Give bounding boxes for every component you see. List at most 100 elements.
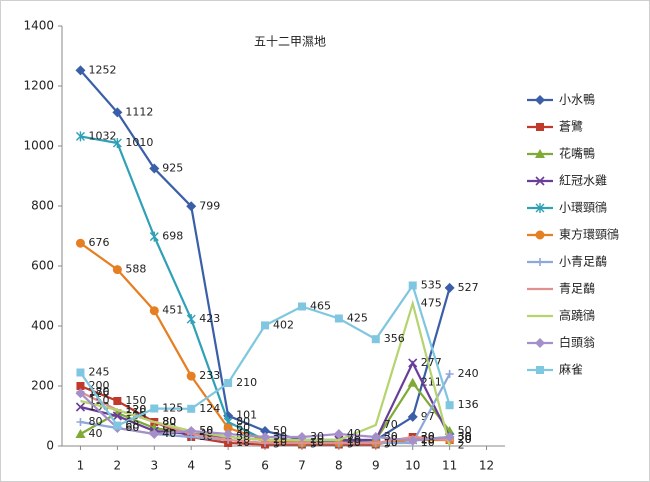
- marker: [408, 358, 418, 368]
- legend-label: 小青足鷸: [559, 255, 607, 269]
- marker: [535, 338, 545, 348]
- legend-label: 高蹺鴴: [559, 308, 595, 323]
- legend-label: 紅冠水雞: [559, 174, 607, 188]
- y-tick-label: 400: [31, 319, 54, 333]
- marker: [186, 426, 197, 436]
- marker: [76, 368, 85, 377]
- marker: [536, 258, 544, 266]
- x-tick-label: 8: [335, 459, 343, 473]
- data-label: 101: [236, 409, 257, 422]
- x-tick-label: 10: [405, 459, 420, 473]
- marker: [536, 366, 544, 374]
- data-label: 465: [310, 300, 331, 313]
- data-label: 30: [273, 430, 287, 443]
- x-tick-label: 5: [224, 459, 232, 473]
- marker: [296, 432, 307, 442]
- marker: [445, 401, 454, 410]
- marker: [186, 201, 197, 212]
- marker: [75, 402, 86, 412]
- data-label: 40: [162, 427, 176, 440]
- marker: [149, 231, 159, 242]
- marker: [76, 382, 85, 390]
- marker: [333, 429, 344, 439]
- x-tick-label: 1: [77, 459, 85, 473]
- data-label: 180: [88, 385, 109, 398]
- data-label: 30: [384, 430, 398, 443]
- data-label: 80: [236, 415, 250, 428]
- marker: [535, 95, 545, 105]
- marker: [370, 432, 381, 442]
- data-label: 210: [236, 376, 257, 389]
- marker: [75, 65, 86, 76]
- data-label: 20: [458, 433, 472, 446]
- marker: [223, 423, 233, 433]
- x-tick-label: 12: [479, 459, 494, 473]
- marker: [76, 418, 85, 426]
- marker: [445, 370, 454, 378]
- y-tick-label: 600: [31, 259, 54, 273]
- data-label: 60: [236, 421, 250, 434]
- legend-label: 青足鷸: [559, 282, 595, 296]
- data-label: 125: [162, 402, 183, 415]
- data-label: 50: [273, 424, 287, 437]
- data-label: 40: [347, 427, 361, 440]
- data-label: 50: [199, 424, 213, 437]
- data-label: 425: [347, 312, 368, 325]
- marker: [535, 203, 545, 213]
- marker: [408, 281, 417, 290]
- data-label: 2: [458, 438, 465, 451]
- data-label: 80: [88, 415, 102, 428]
- data-label: 535: [421, 279, 442, 292]
- data-label: 68: [125, 419, 139, 432]
- data-label: 30: [458, 430, 472, 443]
- marker: [112, 265, 122, 275]
- marker: [334, 314, 343, 323]
- y-tick-label: 1400: [23, 19, 54, 33]
- data-label: 60: [125, 421, 139, 434]
- marker: [149, 163, 160, 174]
- marker: [186, 371, 196, 381]
- data-label: 150: [125, 394, 146, 407]
- marker: [444, 432, 455, 442]
- marker: [444, 282, 455, 293]
- marker: [535, 149, 545, 158]
- marker: [224, 379, 233, 387]
- marker: [407, 377, 418, 387]
- marker: [113, 421, 122, 430]
- marker: [186, 314, 196, 325]
- x-tick-label: 2: [114, 459, 122, 473]
- data-label: 240: [458, 367, 479, 380]
- marker: [535, 230, 545, 240]
- data-label: 698: [162, 230, 183, 243]
- data-label: 200: [88, 379, 109, 392]
- legend-label: 蒼鷺: [559, 119, 583, 134]
- marker: [112, 138, 122, 148]
- data-label: 799: [199, 199, 220, 212]
- marker: [407, 411, 418, 422]
- marker: [112, 411, 122, 421]
- data-label: 1112: [125, 105, 153, 118]
- x-tick-label: 9: [372, 459, 380, 473]
- data-label: 120: [125, 403, 146, 416]
- x-tick-label: 3: [150, 459, 158, 473]
- y-tick-label: 1200: [23, 79, 54, 93]
- marker: [75, 131, 85, 142]
- marker: [112, 107, 123, 118]
- data-label: 120: [125, 403, 146, 416]
- marker: [113, 397, 122, 405]
- data-label: 20: [458, 433, 472, 446]
- data-label: 475: [421, 297, 442, 310]
- x-tick-label: 6: [261, 459, 269, 473]
- data-label: 1032: [88, 129, 116, 142]
- data-label: 80: [162, 415, 176, 428]
- marker: [407, 435, 418, 446]
- legend-label: 白頭翁: [559, 335, 595, 350]
- data-label: 676: [88, 236, 109, 249]
- legend-label: 麻雀: [559, 362, 583, 377]
- data-label: 18: [421, 434, 435, 447]
- data-label: 423: [199, 312, 220, 325]
- data-label: 50: [458, 424, 472, 437]
- marker: [75, 429, 86, 438]
- chart-title: 五十二甲濕地: [254, 35, 326, 49]
